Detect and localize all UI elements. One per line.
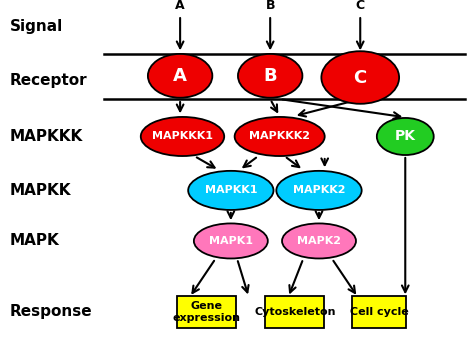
Text: PK: PK [395,129,416,144]
FancyBboxPatch shape [176,296,236,328]
Text: B: B [265,0,275,12]
Text: Cell cycle: Cell cycle [350,307,409,317]
Text: Cytoskeleton: Cytoskeleton [254,307,336,317]
FancyBboxPatch shape [265,296,324,328]
Ellipse shape [148,54,212,98]
Ellipse shape [238,54,302,98]
Text: B: B [264,67,277,85]
Ellipse shape [141,117,224,156]
Text: Signal: Signal [9,20,63,34]
Ellipse shape [235,117,325,156]
Ellipse shape [276,171,362,210]
Text: A: A [175,0,185,12]
Text: MAPK1: MAPK1 [209,236,253,246]
Ellipse shape [377,118,434,155]
FancyBboxPatch shape [352,296,407,328]
Text: C: C [354,68,367,87]
Ellipse shape [321,51,399,104]
Text: A: A [173,67,187,85]
Text: MAPKKK1: MAPKKK1 [152,131,213,142]
Text: MAPK: MAPK [9,234,59,248]
Text: MAPKK: MAPKK [9,183,71,198]
Ellipse shape [194,223,268,258]
Text: Response: Response [9,304,92,319]
Text: MAPKK1: MAPKK1 [205,185,257,195]
Ellipse shape [282,223,356,258]
Text: C: C [356,0,365,12]
Text: MAPKKK: MAPKKK [9,129,83,144]
Text: MAPKK2: MAPKK2 [293,185,345,195]
Text: Gene
expression: Gene expression [172,301,240,323]
Text: Receptor: Receptor [9,73,87,88]
Text: MAPKKK2: MAPKKK2 [249,131,310,142]
Text: MAPK2: MAPK2 [297,236,341,246]
Ellipse shape [188,171,273,210]
